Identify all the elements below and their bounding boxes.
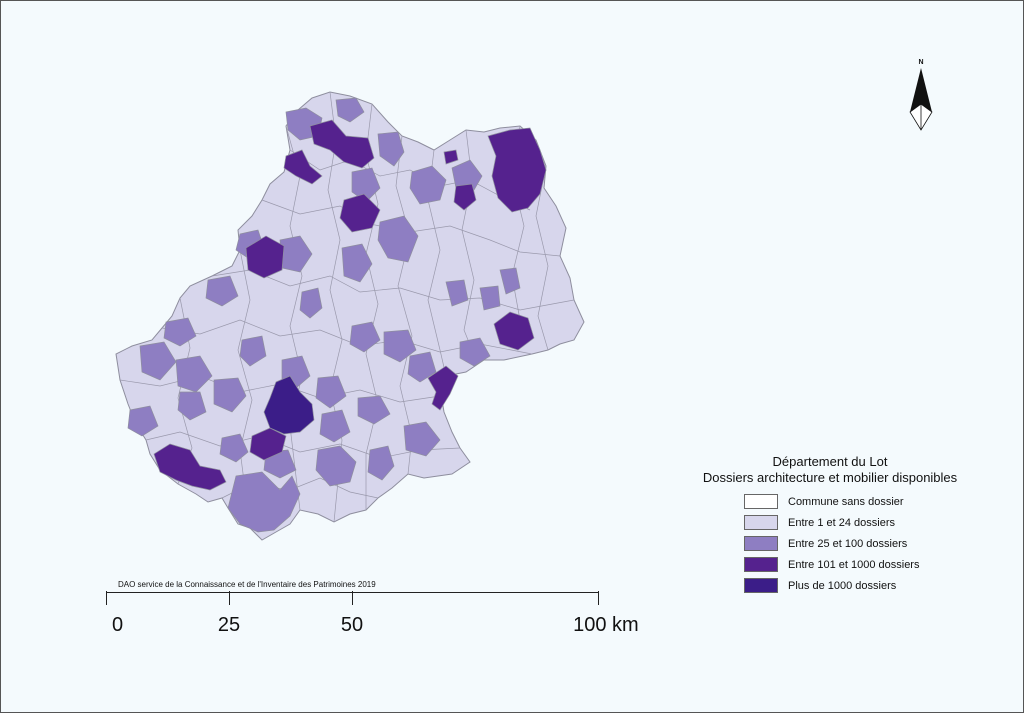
legend-swatch xyxy=(744,536,778,551)
communes-101-1000 xyxy=(153,119,547,491)
legend-label: Commune sans dossier xyxy=(788,495,904,508)
scale-tick xyxy=(229,591,230,605)
legend-item: Entre 1 et 24 dossiers xyxy=(744,512,984,533)
legend: Département du Lot Dossiers architecture… xyxy=(680,454,980,593)
scale-tick xyxy=(106,591,107,605)
scale-label: 50 xyxy=(340,614,364,636)
credit-text: DAO service de la Connaissance et de l'I… xyxy=(118,580,376,589)
legend-item: Plus de 1000 dossiers xyxy=(744,575,984,596)
legend-item: Commune sans dossier xyxy=(744,491,984,512)
legend-label: Plus de 1000 dossiers xyxy=(788,579,897,592)
legend-items: Commune sans dossier Entre 1 et 24 dossi… xyxy=(744,491,984,596)
commune-over-1000 xyxy=(263,375,315,435)
legend-label: Entre 101 et 1000 dossiers xyxy=(788,558,920,571)
legend-item: Entre 101 et 1000 dossiers xyxy=(744,554,984,575)
scale-label: 25 xyxy=(217,614,241,636)
legend-swatch xyxy=(744,515,778,530)
legend-label: Entre 25 et 100 dossiers xyxy=(788,537,908,550)
legend-title-line2: Dossiers architecture et mobilier dispon… xyxy=(702,470,958,485)
legend-swatch xyxy=(744,578,778,593)
legend-label: Entre 1 et 24 dossiers xyxy=(788,516,896,529)
north-label: N xyxy=(918,59,923,66)
legend-item: Entre 25 et 100 dossiers xyxy=(744,533,984,554)
legend-swatch xyxy=(744,557,778,572)
scale-tick xyxy=(352,591,353,605)
scale-label: 0 xyxy=(112,614,124,636)
legend-title-line1: Département du Lot xyxy=(772,454,888,469)
north-arrow-icon: N xyxy=(909,59,933,131)
scale-bar: 0 25 50 100 km xyxy=(106,591,639,642)
legend-swatch xyxy=(744,494,778,509)
scale-label: 100 km xyxy=(573,614,639,636)
scale-tick xyxy=(598,591,599,605)
